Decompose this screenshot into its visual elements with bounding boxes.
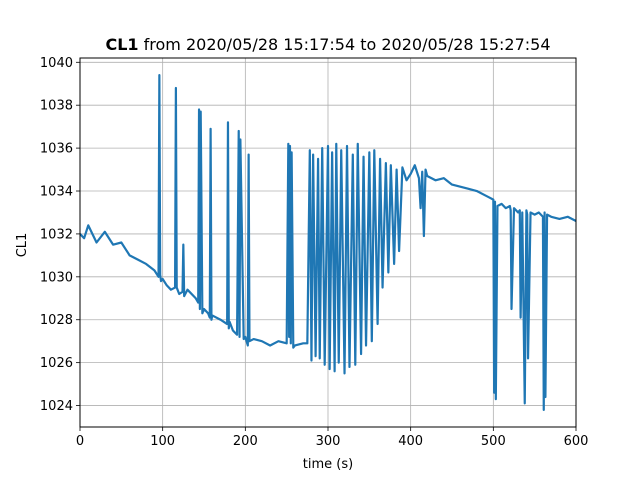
y-tick-label: 1040 xyxy=(40,56,73,71)
y-tick-label: 1034 xyxy=(40,185,73,200)
y-tick-label: 1036 xyxy=(40,142,73,157)
chart-title: CL1 from 2020/05/28 15:17:54 to 2020/05/… xyxy=(105,35,550,54)
x-tick-label: 0 xyxy=(76,434,84,449)
title-rest-part: from 2020/05/28 15:17:54 to 2020/05/28 1… xyxy=(139,35,551,54)
x-tick-label: 500 xyxy=(481,434,506,449)
x-tick-label: 400 xyxy=(398,434,423,449)
x-tick-label: 600 xyxy=(564,434,589,449)
x-tick-label: 200 xyxy=(233,434,258,449)
series-line xyxy=(80,74,576,411)
title-bold-part: CL1 xyxy=(105,35,138,54)
y-axis-label: CL1 xyxy=(15,233,30,258)
y-tick-label: 1032 xyxy=(40,227,73,242)
series-layer xyxy=(80,74,576,411)
y-tick-label: 1038 xyxy=(40,99,73,114)
y-tick-label: 1028 xyxy=(40,313,73,328)
axis-ticks: 0 100 200 300 400 500 600 1024 1026 1028 1030 1032 1… xyxy=(40,56,589,449)
x-tick-label: 100 xyxy=(150,434,175,449)
x-tick-label: 300 xyxy=(316,434,341,449)
y-tick-label: 1030 xyxy=(40,270,73,285)
x-axis-label: time (s) xyxy=(303,457,353,472)
y-tick-label: 1024 xyxy=(40,399,73,414)
y-tick-label: 1026 xyxy=(40,356,73,371)
